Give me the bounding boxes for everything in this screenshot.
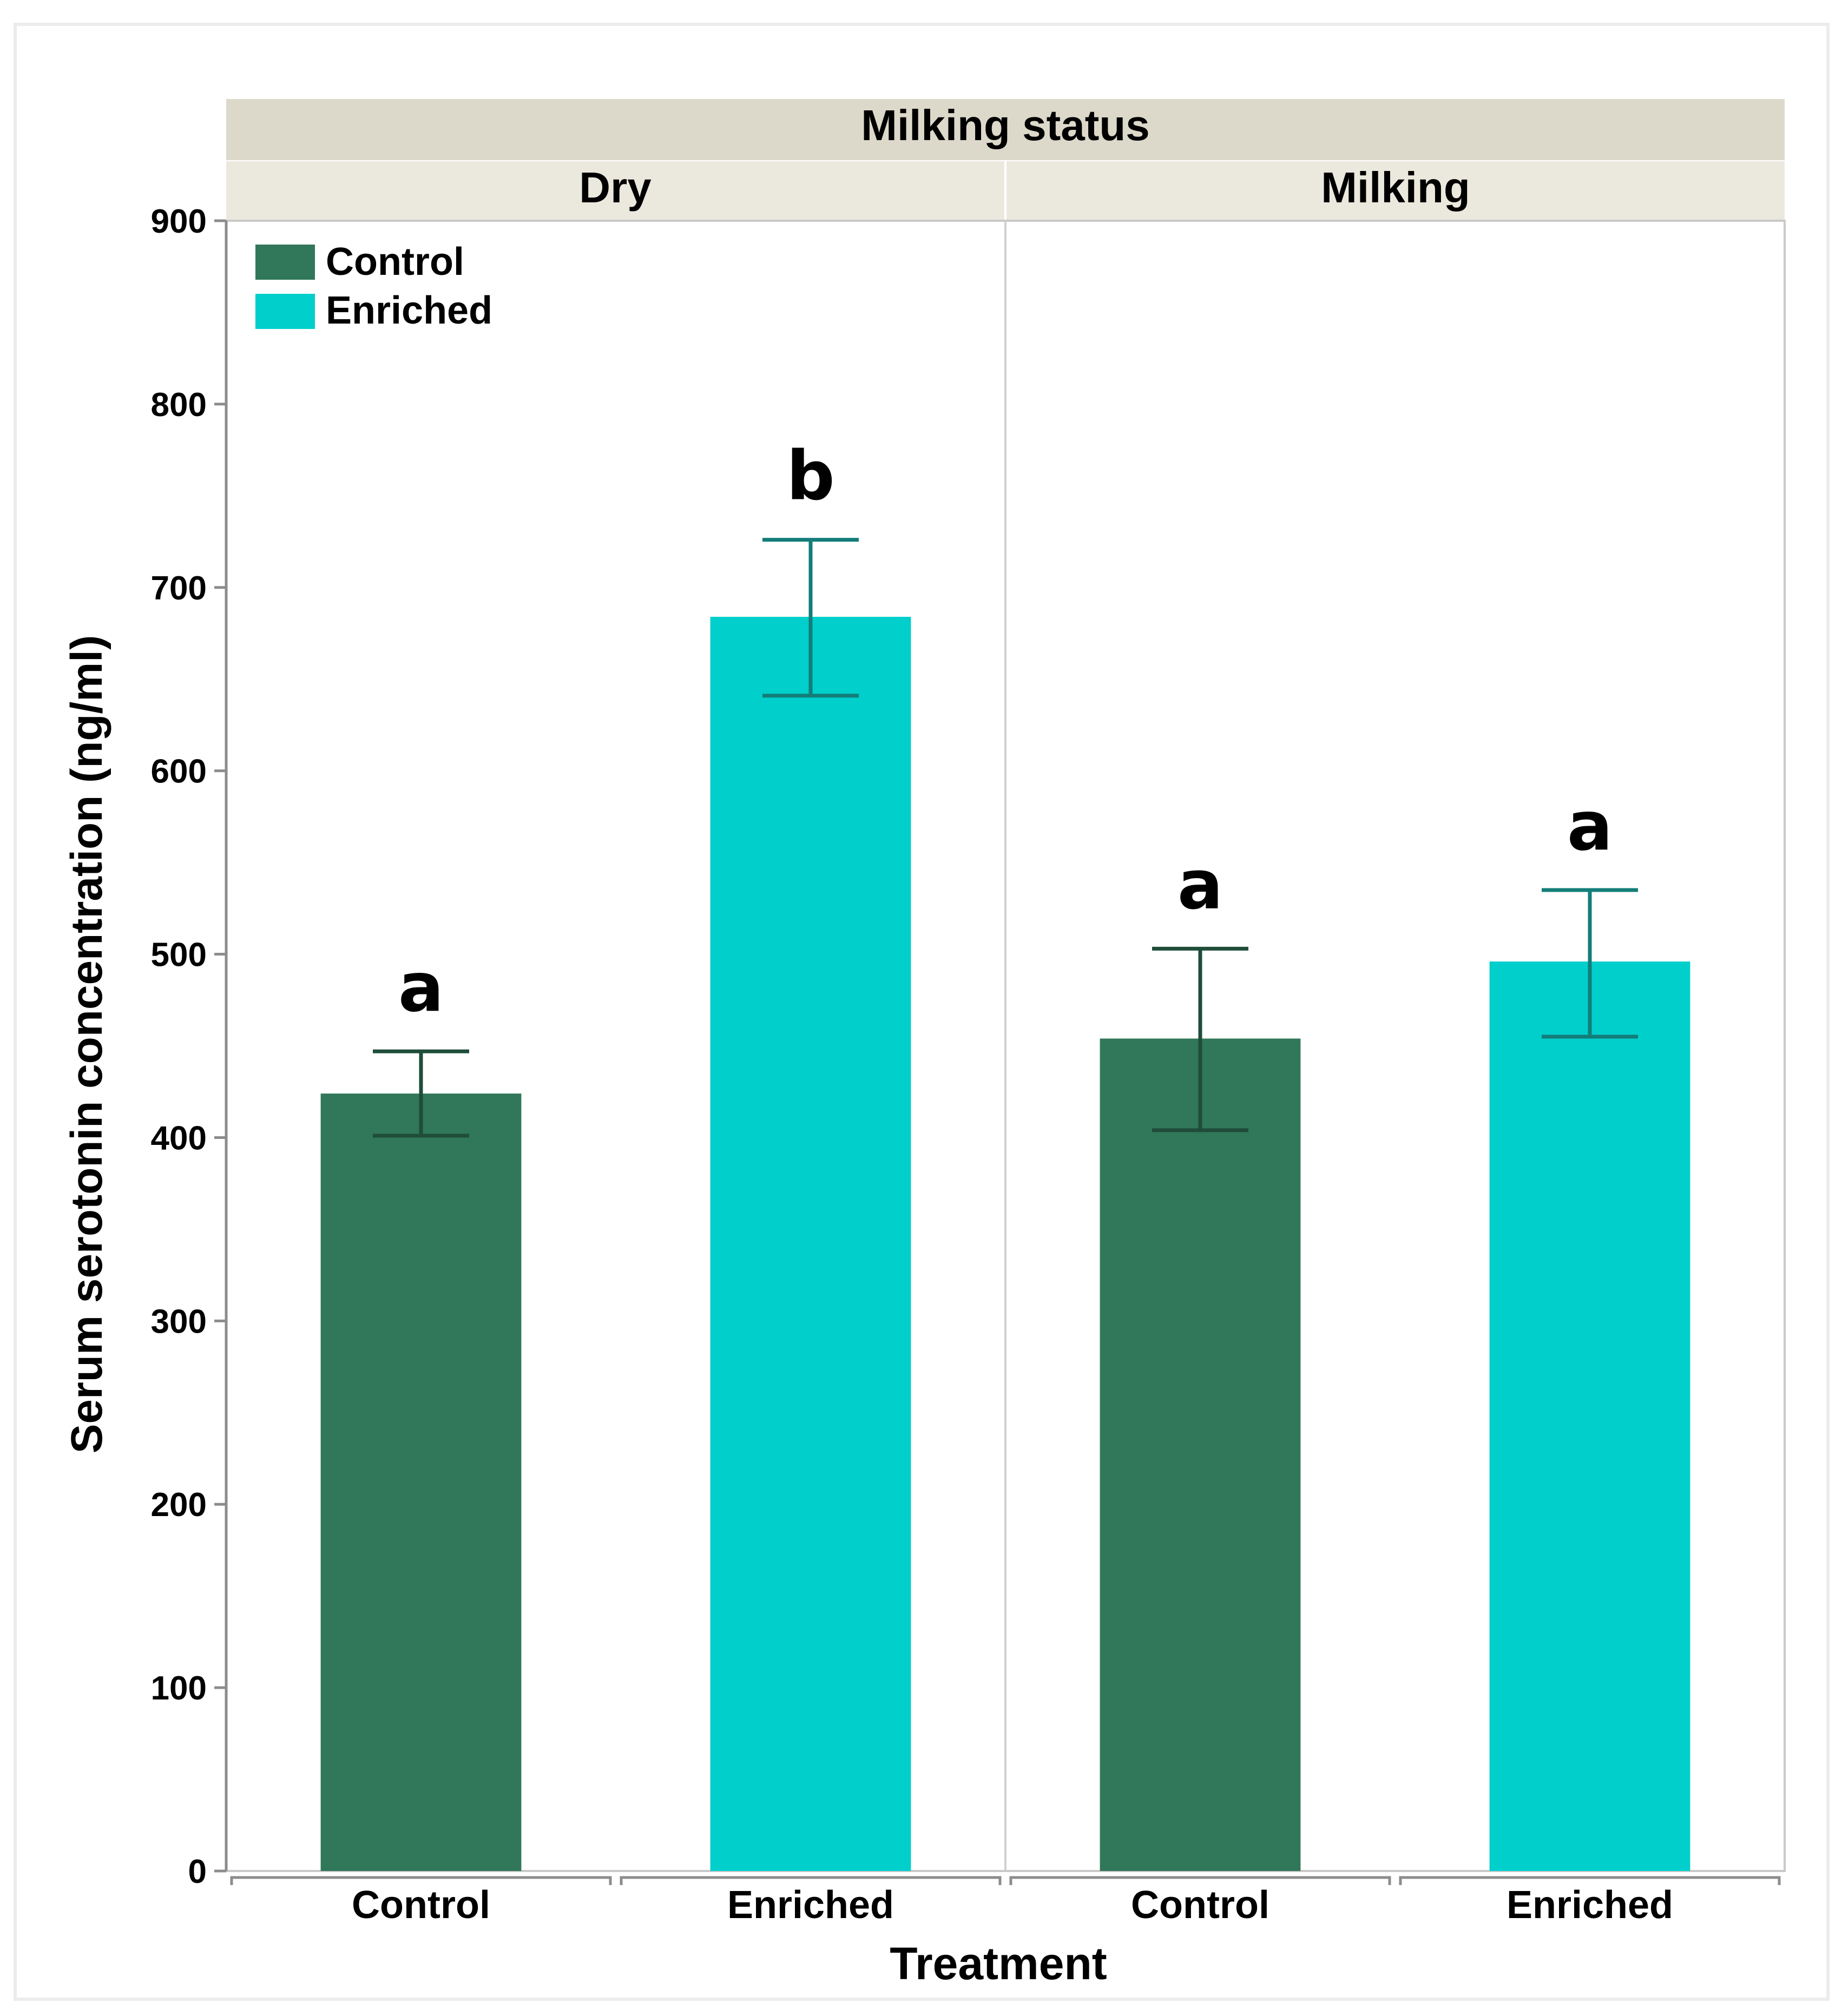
- significance-letter-dry-control: a: [398, 948, 444, 1027]
- facet-variable-header: [226, 99, 1785, 160]
- y-tick-label: 300: [151, 1303, 207, 1340]
- bar-dry-enriched: [710, 617, 911, 1871]
- y-tick-label: 900: [151, 203, 207, 240]
- legend-swatch-enriched: [255, 294, 315, 329]
- significance-letter-milking-enriched: a: [1567, 787, 1613, 866]
- x-axis-title: Treatment: [890, 1938, 1107, 1989]
- panel-header-milking: [1006, 161, 1785, 220]
- x-axis-bracket: [1009, 1876, 1391, 1885]
- x-axis-bracket: [1399, 1876, 1781, 1885]
- bars-layer: a b a a: [320, 437, 1690, 1871]
- x-tick-label-dry-enriched: Enriched: [727, 1883, 894, 1927]
- bar-dry-control: [320, 1093, 522, 1871]
- y-tick-label: 600: [151, 753, 207, 790]
- y-tick-label: 100: [151, 1670, 207, 1707]
- y-tick-label: 0: [188, 1853, 207, 1890]
- y-tick-label: 800: [151, 386, 207, 424]
- y-axis-title: Serum serotonin concentration (ng/ml): [62, 635, 111, 1454]
- legend-label-control: Control: [326, 240, 464, 284]
- y-tick-label: 200: [151, 1486, 207, 1524]
- y-tick-label: 500: [151, 937, 207, 974]
- x-axis-bracket: [230, 1876, 612, 1885]
- significance-letter-dry-enriched: b: [786, 437, 834, 516]
- facet-variable-title: Milking status: [861, 101, 1149, 149]
- legend: Control Enriched: [255, 240, 492, 332]
- x-tick-label-milking-enriched: Enriched: [1507, 1883, 1673, 1927]
- significance-letter-milking-control: a: [1177, 846, 1223, 924]
- panel-title-milking: Milking: [1321, 163, 1470, 212]
- legend-swatch-control: [255, 245, 315, 280]
- bar-milking-enriched: [1489, 961, 1690, 1871]
- x-tick-label-milking-control: Control: [1131, 1883, 1269, 1927]
- y-tick-label: 400: [151, 1119, 207, 1157]
- panel-header-dry: [226, 161, 1004, 220]
- panel-title-dry: Dry: [579, 163, 652, 212]
- x-tick-label-dry-control: Control: [352, 1883, 490, 1927]
- x-axis: Control Enriched Control Enriched: [230, 1876, 1781, 1927]
- y-tick-label: 700: [151, 570, 207, 607]
- y-axis-ticks: 0 100 200 300 400 500 600 700 800 900: [151, 203, 226, 1890]
- x-axis-bracket: [620, 1876, 1002, 1885]
- legend-label-enriched: Enriched: [326, 289, 492, 332]
- bar-milking-control: [1100, 1038, 1301, 1871]
